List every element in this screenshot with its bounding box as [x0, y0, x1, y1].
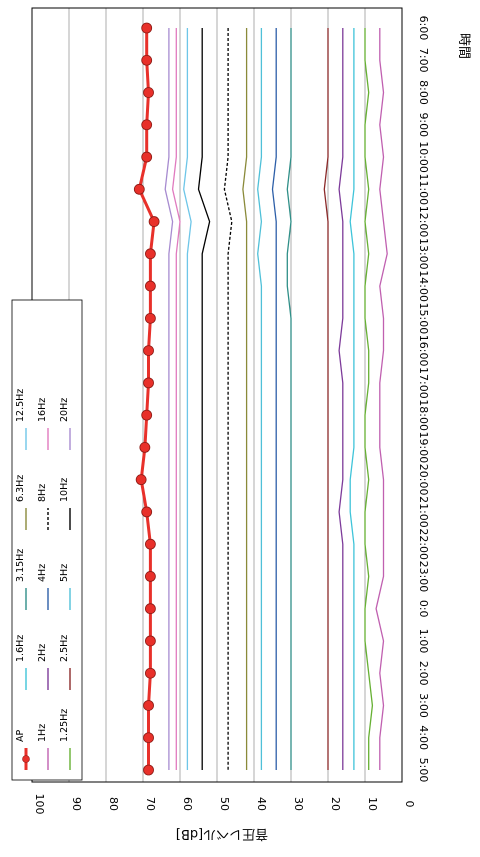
series-line-1_6Hz — [349, 28, 355, 770]
series-point-AP-23 — [143, 764, 154, 776]
series-point-AP-7 — [144, 248, 156, 260]
level-tick-10: 10 — [366, 797, 379, 811]
series-line-16Hz — [171, 28, 181, 770]
series-line-1Hz — [375, 28, 388, 770]
legend-label-5Hz: 5Hz — [59, 564, 70, 582]
series-point-AP-6 — [148, 216, 160, 227]
legend-label-2_5Hz: 2.5Hz — [59, 635, 70, 662]
legend-label-AP: AP — [15, 730, 26, 742]
series-point-AP-20 — [144, 667, 156, 679]
level-tick-30: 30 — [292, 797, 305, 811]
series-point-AP-19 — [144, 635, 156, 647]
level-tick-60: 60 — [181, 797, 194, 811]
time-tick-5: 11:00 — [417, 173, 430, 205]
time-tick-9: 15:00 — [417, 302, 430, 334]
time-tick-4: 10:00 — [417, 141, 430, 173]
time-tick-0: 6:00 — [417, 16, 430, 41]
legend-box — [11, 299, 83, 781]
time-tick-11: 17:00 — [417, 367, 430, 399]
series-line-5Hz — [257, 28, 263, 770]
time-tick-12: 18:00 — [417, 399, 430, 431]
series-point-AP-1 — [141, 54, 153, 66]
legend-marker-AP — [22, 755, 30, 763]
time-tick-2: 8:00 — [417, 80, 430, 105]
time-tick-8: 14:00 — [417, 270, 430, 302]
series-line-20Hz — [164, 28, 174, 770]
legend-label-2Hz: 2Hz — [37, 644, 48, 662]
time-tick-19: 1:00 — [417, 629, 430, 654]
series-point-AP-18 — [144, 603, 156, 615]
series-line-12_5Hz — [183, 28, 192, 770]
series-point-AP-3 — [141, 119, 153, 131]
level-tick-40: 40 — [255, 797, 268, 811]
legend-label-8Hz: 8Hz — [37, 484, 48, 502]
series-point-AP-13 — [139, 441, 151, 453]
legend-label-3_15Hz: 3.15Hz — [15, 549, 26, 582]
series-line-8Hz — [223, 28, 233, 770]
time-tick-13: 19:00 — [417, 432, 430, 464]
series-point-AP-15 — [141, 506, 153, 518]
series-point-AP-8 — [144, 280, 156, 292]
legend-label-1_6Hz: 1.6Hz — [15, 635, 26, 662]
series-point-AP-5 — [133, 183, 145, 195]
series-point-AP-9 — [144, 312, 156, 324]
legend-label-12_5Hz: 12.5Hz — [15, 389, 26, 422]
series-point-AP-14 — [135, 474, 147, 486]
series-line-3_15Hz — [286, 28, 292, 770]
series-line-6_3Hz — [242, 28, 248, 770]
series-point-AP-0 — [141, 22, 153, 34]
legend-label-10Hz: 10Hz — [59, 478, 70, 502]
series-point-AP-2 — [143, 87, 154, 98]
series-point-AP-11 — [143, 377, 154, 389]
legend-label-4Hz: 4Hz — [37, 564, 48, 582]
x-axis-title: 時間 — [456, 33, 471, 59]
level-tick-100: 100 — [33, 794, 46, 815]
time-tick-16: 22:00 — [417, 528, 430, 560]
legend-label-16Hz: 16Hz — [37, 398, 48, 422]
series-line-4Hz — [271, 28, 277, 770]
legend-label-1Hz: 1Hz — [37, 724, 48, 742]
series-line-AP — [137, 28, 156, 770]
time-tick-21: 3:00 — [417, 693, 430, 718]
series-point-AP-4 — [141, 151, 153, 163]
legend-label-6_3Hz: 6.3Hz — [15, 475, 26, 502]
level-tick-0: 0 — [403, 801, 416, 808]
time-tick-1: 7:00 — [417, 48, 430, 73]
time-tick-18: 0:0 — [417, 600, 430, 618]
time-tick-17: 23:00 — [417, 561, 430, 593]
level-tick-50: 50 — [218, 797, 231, 811]
time-tick-23: 5:00 — [417, 758, 430, 783]
level-tick-70: 70 — [144, 797, 157, 811]
level-tick-90: 90 — [70, 797, 83, 811]
time-tick-14: 20:00 — [417, 464, 430, 496]
legend: AP 1Hz 1.25Hz 1.6Hz 2Hz 2.5Hz 3.15Hz 4Hz 5Hz 6.3H… — [11, 299, 83, 781]
series-point-AP-17 — [144, 571, 156, 582]
level-tick-80: 80 — [107, 797, 120, 811]
level-tick-20: 20 — [329, 797, 342, 811]
legend-label-1_25Hz: 1.25Hz — [59, 709, 70, 742]
series-point-AP-16 — [144, 538, 156, 550]
time-tick-6: 12:00 — [417, 206, 430, 238]
time-tick-10: 16:00 — [417, 335, 430, 367]
series-point-AP-12 — [141, 409, 153, 421]
series-layer — [133, 22, 388, 776]
series-line-2_5Hz — [323, 28, 329, 770]
time-tick-labels: 6:00 7:00 8:00 9:00 10:0011:0012:0013:0014:0… — [417, 16, 430, 783]
series-line-10Hz — [197, 28, 211, 770]
time-tick-15: 21:00 — [417, 496, 430, 528]
series-line-2Hz — [338, 28, 344, 770]
y-axis-title: 音圧レベル[dB] — [176, 826, 268, 842]
legend-label-20Hz: 20Hz — [59, 398, 70, 422]
level-tick-labels: 0 10 20 30 40 50 60 70 80 90 100 — [33, 794, 416, 815]
series-point-AP-22 — [143, 732, 154, 744]
time-tick-20: 2:00 — [417, 661, 430, 686]
time-tick-22: 4:00 — [417, 725, 430, 750]
time-tick-3: 9:00 — [417, 112, 430, 137]
series-point-AP-21 — [143, 700, 154, 711]
series-line-1_25Hz — [364, 28, 374, 770]
series-point-AP-10 — [143, 345, 154, 357]
time-tick-7: 13:00 — [417, 238, 430, 270]
